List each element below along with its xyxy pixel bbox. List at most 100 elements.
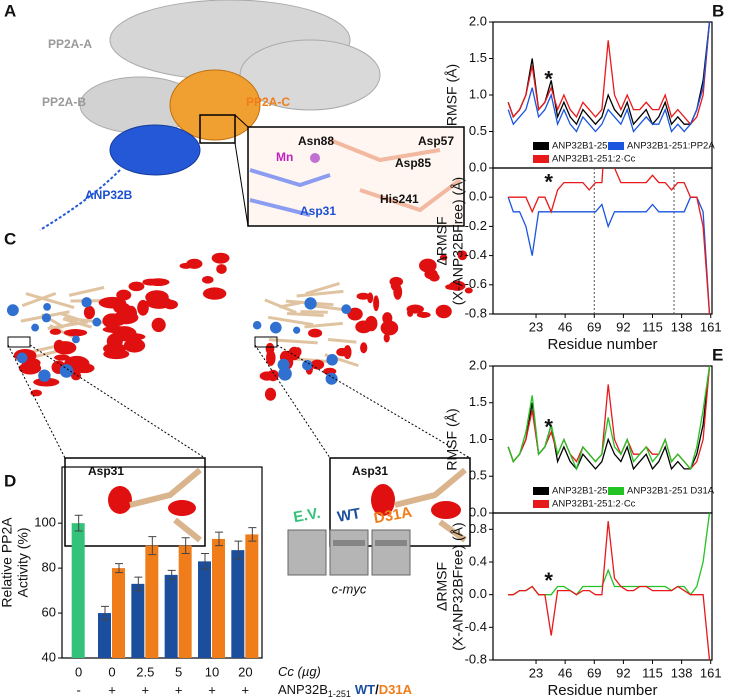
y-axis-label: Relative PP2A [0, 517, 15, 608]
x-row2-label: + [142, 682, 150, 697]
legend-label: ANP32B1-251 D31A [627, 486, 715, 497]
structure-c [6, 250, 473, 401]
backbone [286, 311, 324, 318]
atom [70, 370, 82, 381]
zoom-line [29, 344, 206, 459]
legend-label: ANP32B1-251 [552, 486, 613, 497]
y-tick-label: 1.0 [469, 431, 487, 446]
series-line [507, 196, 711, 314]
atom [343, 345, 352, 360]
atom [419, 258, 437, 273]
bar [245, 534, 259, 658]
error-bar [201, 553, 209, 570]
atom [147, 278, 170, 286]
atom [390, 280, 400, 291]
bar [98, 613, 111, 658]
atom [304, 297, 317, 310]
x-axis-label: Cc (µg) [278, 664, 321, 679]
y-tick-label: 0.0 [469, 586, 487, 601]
x-tick-label: 23 [529, 665, 543, 680]
plot-frame [61, 466, 263, 659]
bar [112, 568, 125, 658]
atom [59, 364, 74, 378]
atom [439, 254, 448, 261]
atom [435, 304, 452, 319]
atom [33, 377, 60, 387]
x-row2-label: + [175, 682, 183, 697]
backbone [305, 281, 340, 296]
atom [288, 346, 301, 361]
atom [347, 307, 363, 321]
label: Asp85 [395, 156, 431, 170]
atom [416, 311, 431, 318]
atom [145, 290, 169, 305]
label: ANP32B [85, 188, 133, 202]
atom [302, 359, 313, 371]
error-bar [74, 514, 83, 532]
legend-label: ANP32B1-251 [552, 141, 613, 152]
atom [406, 304, 424, 314]
panel-letter: A [4, 1, 16, 20]
y-axis-label: Activity (%) [15, 528, 31, 598]
y-axis-label: (X-ANP32BFree) (Å) [450, 522, 466, 650]
row2-part: / [375, 682, 379, 697]
atom [293, 326, 301, 334]
atom [211, 252, 230, 264]
atom [269, 321, 282, 334]
annotation: * [544, 169, 553, 194]
bar [71, 523, 85, 658]
x-tick-label: 0 [75, 664, 82, 679]
y-tick-label: 0.5 [469, 468, 487, 483]
y-tick-label: 1.5 [469, 50, 487, 65]
bar [164, 574, 178, 658]
zoom-line [254, 344, 331, 459]
legend-swatch [533, 155, 549, 163]
backbone [296, 289, 344, 298]
label: His241 [380, 192, 419, 206]
atom [186, 258, 203, 269]
atom [457, 250, 468, 261]
backbone [300, 310, 328, 314]
atom [360, 342, 368, 354]
annotation: * [544, 568, 553, 593]
atom [202, 276, 214, 284]
atom [277, 358, 290, 371]
bar [198, 561, 211, 658]
y-tick-label: 0.0 [469, 504, 487, 519]
backbone [21, 291, 57, 308]
atom [373, 295, 380, 312]
backbone [304, 321, 343, 329]
backbone [25, 292, 75, 310]
x-tick-label: 10 [205, 664, 219, 679]
y-axis-label: ΔRMSF [434, 216, 450, 265]
y-tick-label: 100 [34, 515, 56, 530]
error-bar [234, 540, 243, 560]
row2-part: D31A [379, 682, 413, 697]
label: Asp57 [418, 134, 454, 148]
y-tick-label: -0.4 [465, 247, 487, 262]
lane-label: D31A [373, 504, 414, 527]
backbone [268, 338, 318, 345]
x-tick-label: 2.5 [136, 664, 154, 679]
bar [145, 545, 159, 658]
x-tick-label: 46 [558, 319, 572, 334]
error-bar [101, 605, 109, 621]
atom [43, 303, 51, 311]
series-line [508, 521, 711, 660]
label: Mn [276, 150, 293, 164]
y-axis-label: RMSF (Å) [444, 408, 460, 470]
legend-label: ANP32B1-251:2·Cc [552, 499, 636, 510]
x-tick-label: 20 [238, 664, 252, 679]
atom [310, 359, 325, 370]
atom [31, 323, 40, 332]
legend-label: ANP32B1-251:2·Cc [552, 154, 636, 165]
x-tick-label: 92 [616, 665, 630, 680]
atom [81, 297, 92, 308]
annotation: * [544, 67, 553, 92]
atom [267, 369, 279, 382]
legend-swatch [533, 500, 549, 508]
atom [151, 317, 166, 333]
lane-label: E.V. [292, 505, 322, 526]
x-row2-label: + [208, 682, 216, 697]
atom [116, 289, 132, 301]
